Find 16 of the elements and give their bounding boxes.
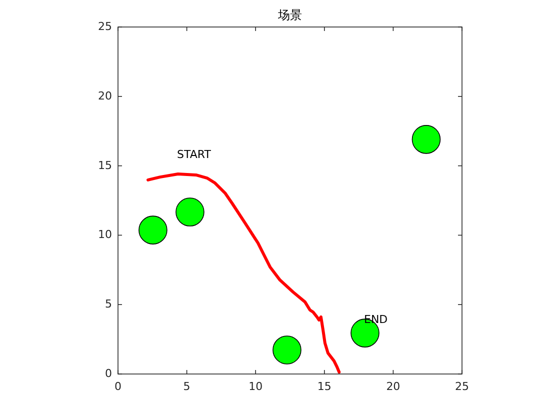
annotation: START <box>177 148 212 162</box>
y-tick-label: 10 <box>98 228 112 242</box>
y-tick-label: 5 <box>105 298 112 311</box>
y-tick-label: 15 <box>98 158 112 172</box>
annotation: END <box>364 313 388 326</box>
x-tick-label: 10 <box>248 380 263 393</box>
x-tick-label: 25 <box>455 380 469 393</box>
x-tick-label: 20 <box>386 380 400 393</box>
chart-title: 场景 <box>277 8 302 22</box>
x-tick-label: 15 <box>317 380 332 393</box>
x-tick-label: 5 <box>183 380 190 393</box>
y-tick-label: 20 <box>98 89 112 102</box>
y-tick-label: 25 <box>98 20 112 34</box>
x-tick-label: 0 <box>114 380 122 393</box>
line-series <box>146 172 341 374</box>
y-tick-label: 0 <box>105 367 112 380</box>
